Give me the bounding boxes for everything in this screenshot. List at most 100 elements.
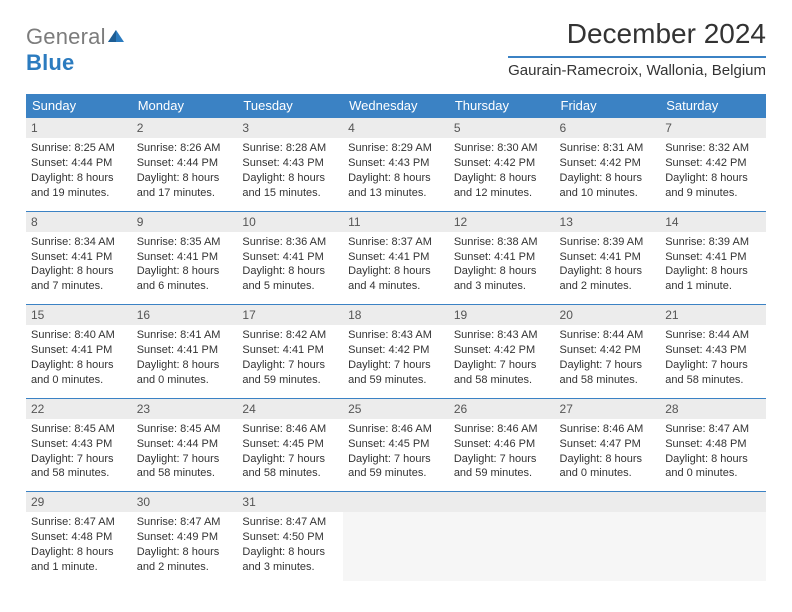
sunset-text: Sunset: 4:41 PM [454, 250, 550, 265]
calendar-day-cell: 13Sunrise: 8:39 AMSunset: 4:41 PMDayligh… [555, 211, 661, 305]
weekday-header: Thursday [449, 94, 555, 117]
day-body: Sunrise: 8:47 AMSunset: 4:50 PMDaylight:… [237, 512, 343, 584]
sunset-text: Sunset: 4:49 PM [137, 530, 233, 545]
sunrise-text: Sunrise: 8:29 AM [348, 141, 444, 156]
calendar-day-cell: 10Sunrise: 8:36 AMSunset: 4:41 PMDayligh… [237, 211, 343, 305]
day-number: 20 [555, 304, 661, 325]
daylight-text-1: Daylight: 8 hours [31, 264, 127, 279]
day-body-empty [449, 512, 555, 581]
day-number: 31 [237, 491, 343, 512]
sunset-text: Sunset: 4:44 PM [137, 156, 233, 171]
day-body: Sunrise: 8:47 AMSunset: 4:48 PMDaylight:… [26, 512, 132, 584]
day-number: 4 [343, 117, 449, 138]
daylight-text-2: and 0 minutes. [665, 466, 761, 481]
sunset-text: Sunset: 4:43 PM [665, 343, 761, 358]
day-body: Sunrise: 8:44 AMSunset: 4:42 PMDaylight:… [555, 325, 661, 397]
sunset-text: Sunset: 4:46 PM [454, 437, 550, 452]
daylight-text-1: Daylight: 8 hours [242, 264, 338, 279]
day-number: 5 [449, 117, 555, 138]
day-body: Sunrise: 8:35 AMSunset: 4:41 PMDaylight:… [132, 232, 238, 304]
calendar-day-cell: 31Sunrise: 8:47 AMSunset: 4:50 PMDayligh… [237, 491, 343, 585]
day-number-empty [555, 491, 661, 512]
calendar-day-cell: 25Sunrise: 8:46 AMSunset: 4:45 PMDayligh… [343, 398, 449, 492]
calendar-day-cell: 14Sunrise: 8:39 AMSunset: 4:41 PMDayligh… [660, 211, 766, 305]
daylight-text-1: Daylight: 8 hours [560, 452, 656, 467]
daylight-text-1: Daylight: 8 hours [31, 358, 127, 373]
day-body: Sunrise: 8:40 AMSunset: 4:41 PMDaylight:… [26, 325, 132, 397]
daylight-text-1: Daylight: 7 hours [665, 358, 761, 373]
daylight-text-1: Daylight: 8 hours [348, 264, 444, 279]
day-number: 8 [26, 211, 132, 232]
day-body: Sunrise: 8:43 AMSunset: 4:42 PMDaylight:… [449, 325, 555, 397]
sunset-text: Sunset: 4:47 PM [560, 437, 656, 452]
day-body: Sunrise: 8:43 AMSunset: 4:42 PMDaylight:… [343, 325, 449, 397]
daylight-text-2: and 1 minute. [31, 560, 127, 575]
sunset-text: Sunset: 4:41 PM [242, 343, 338, 358]
daylight-text-2: and 3 minutes. [242, 560, 338, 575]
day-number: 10 [237, 211, 343, 232]
daylight-text-2: and 4 minutes. [348, 279, 444, 294]
calendar-week-row: 22Sunrise: 8:45 AMSunset: 4:43 PMDayligh… [26, 398, 766, 492]
calendar-week-row: 15Sunrise: 8:40 AMSunset: 4:41 PMDayligh… [26, 304, 766, 398]
day-number: 1 [26, 117, 132, 138]
daylight-text-1: Daylight: 8 hours [665, 171, 761, 186]
calendar-day-cell: 17Sunrise: 8:42 AMSunset: 4:41 PMDayligh… [237, 304, 343, 398]
sunrise-text: Sunrise: 8:44 AM [665, 328, 761, 343]
day-number: 27 [555, 398, 661, 419]
daylight-text-2: and 0 minutes. [31, 373, 127, 388]
day-body: Sunrise: 8:29 AMSunset: 4:43 PMDaylight:… [343, 138, 449, 210]
calendar-day-cell [660, 491, 766, 585]
day-body: Sunrise: 8:39 AMSunset: 4:41 PMDaylight:… [555, 232, 661, 304]
calendar-day-cell: 7Sunrise: 8:32 AMSunset: 4:42 PMDaylight… [660, 117, 766, 211]
sunrise-text: Sunrise: 8:46 AM [560, 422, 656, 437]
daylight-text-2: and 13 minutes. [348, 186, 444, 201]
day-body: Sunrise: 8:25 AMSunset: 4:44 PMDaylight:… [26, 138, 132, 210]
daylight-text-2: and 5 minutes. [242, 279, 338, 294]
weekday-header: Saturday [660, 94, 766, 117]
sunset-text: Sunset: 4:43 PM [348, 156, 444, 171]
calendar-day-cell: 30Sunrise: 8:47 AMSunset: 4:49 PMDayligh… [132, 491, 238, 585]
calendar-table: Sunday Monday Tuesday Wednesday Thursday… [26, 94, 766, 585]
calendar-day-cell: 29Sunrise: 8:47 AMSunset: 4:48 PMDayligh… [26, 491, 132, 585]
sunrise-text: Sunrise: 8:39 AM [665, 235, 761, 250]
daylight-text-2: and 59 minutes. [454, 466, 550, 481]
sunset-text: Sunset: 4:42 PM [665, 156, 761, 171]
sunrise-text: Sunrise: 8:42 AM [242, 328, 338, 343]
daylight-text-2: and 59 minutes. [348, 373, 444, 388]
daylight-text-2: and 3 minutes. [454, 279, 550, 294]
day-body-empty [660, 512, 766, 581]
day-body: Sunrise: 8:26 AMSunset: 4:44 PMDaylight:… [132, 138, 238, 210]
daylight-text-1: Daylight: 8 hours [560, 171, 656, 186]
daylight-text-2: and 15 minutes. [242, 186, 338, 201]
daylight-text-1: Daylight: 7 hours [242, 358, 338, 373]
daylight-text-1: Daylight: 7 hours [454, 358, 550, 373]
sunrise-text: Sunrise: 8:34 AM [31, 235, 127, 250]
calendar-day-cell: 24Sunrise: 8:46 AMSunset: 4:45 PMDayligh… [237, 398, 343, 492]
day-number: 15 [26, 304, 132, 325]
calendar-day-cell: 20Sunrise: 8:44 AMSunset: 4:42 PMDayligh… [555, 304, 661, 398]
calendar-day-cell: 1Sunrise: 8:25 AMSunset: 4:44 PMDaylight… [26, 117, 132, 211]
day-number: 3 [237, 117, 343, 138]
day-number: 25 [343, 398, 449, 419]
calendar-day-cell: 22Sunrise: 8:45 AMSunset: 4:43 PMDayligh… [26, 398, 132, 492]
calendar-day-cell [555, 491, 661, 585]
weekday-header: Tuesday [237, 94, 343, 117]
sunset-text: Sunset: 4:42 PM [454, 156, 550, 171]
day-number: 9 [132, 211, 238, 232]
day-body: Sunrise: 8:31 AMSunset: 4:42 PMDaylight:… [555, 138, 661, 210]
calendar-day-cell [343, 491, 449, 585]
daylight-text-1: Daylight: 7 hours [242, 452, 338, 467]
daylight-text-2: and 59 minutes. [348, 466, 444, 481]
daylight-text-1: Daylight: 8 hours [242, 545, 338, 560]
sunrise-text: Sunrise: 8:31 AM [560, 141, 656, 156]
daylight-text-2: and 58 minutes. [560, 373, 656, 388]
day-number-empty [660, 491, 766, 512]
day-body-empty [555, 512, 661, 581]
day-number-empty [343, 491, 449, 512]
day-body: Sunrise: 8:44 AMSunset: 4:43 PMDaylight:… [660, 325, 766, 397]
sunrise-text: Sunrise: 8:37 AM [348, 235, 444, 250]
sunset-text: Sunset: 4:41 PM [665, 250, 761, 265]
calendar-day-cell: 26Sunrise: 8:46 AMSunset: 4:46 PMDayligh… [449, 398, 555, 492]
calendar-day-cell: 3Sunrise: 8:28 AMSunset: 4:43 PMDaylight… [237, 117, 343, 211]
day-body: Sunrise: 8:46 AMSunset: 4:46 PMDaylight:… [449, 419, 555, 491]
